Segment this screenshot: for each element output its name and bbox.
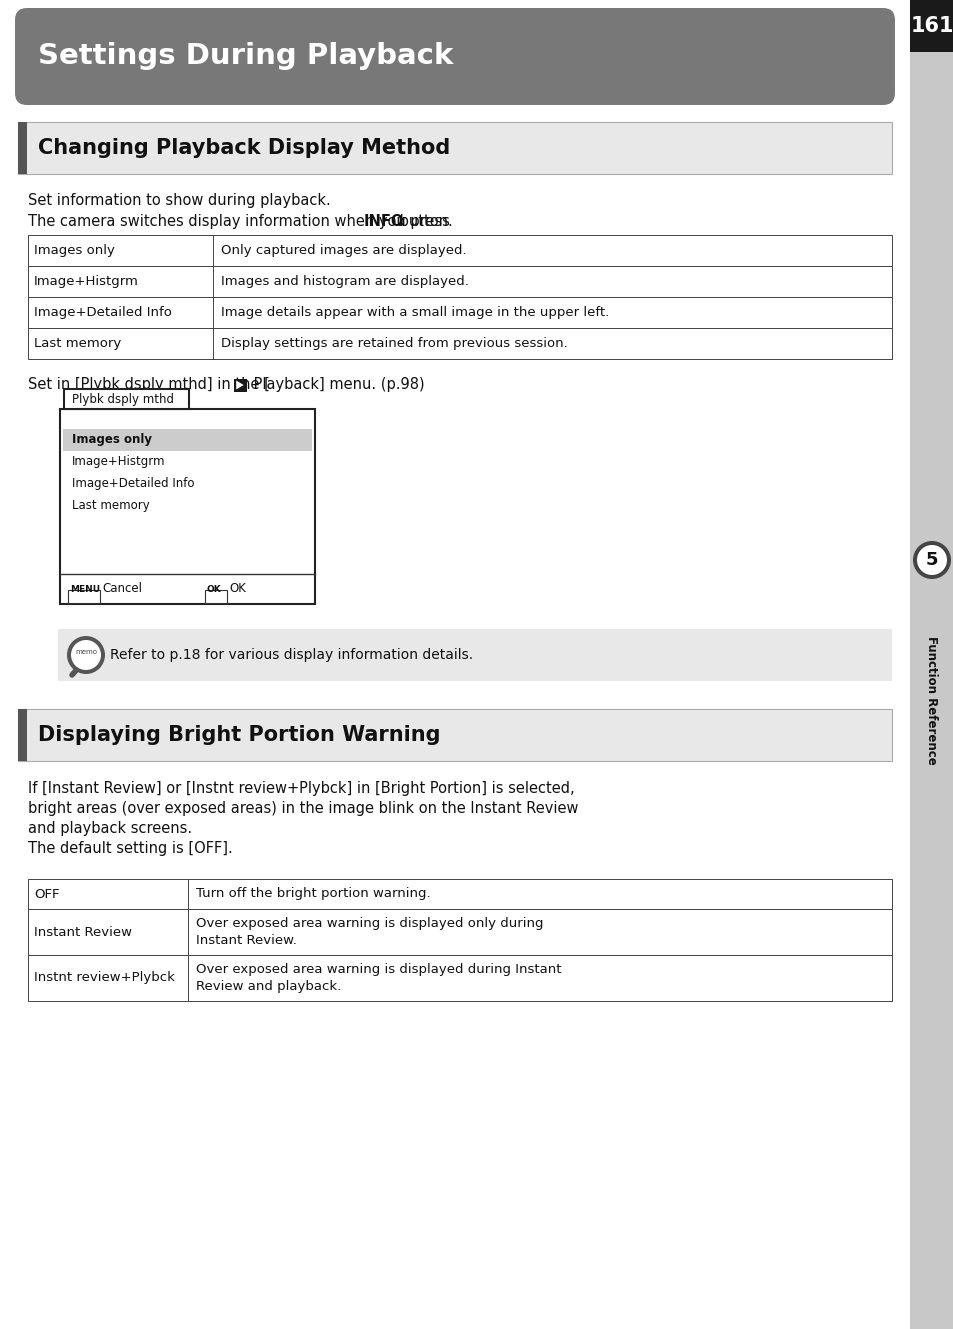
Text: INFO: INFO [363,214,403,229]
Text: Function Reference: Function Reference [924,635,938,764]
Text: Image+Detailed Info: Image+Detailed Info [34,306,172,319]
Text: Over exposed area warning is displayed only during: Over exposed area warning is displayed o… [195,917,543,930]
Text: Plybk dsply mthd: Plybk dsply mthd [71,392,173,405]
Circle shape [67,637,105,674]
Text: Cancel: Cancel [102,582,142,595]
Text: The camera switches display information when you press: The camera switches display information … [28,214,454,229]
Text: Settings During Playback: Settings During Playback [38,43,453,70]
Text: Last memory: Last memory [34,338,121,350]
Bar [18,122,27,174]
Bar [205,590,227,603]
Text: Displaying Bright Portion Warning: Displaying Bright Portion Warning [38,726,440,746]
Bar [64,389,189,409]
Text: Display settings are retained from previous session.: Display settings are retained from previ… [221,338,567,350]
Circle shape [916,545,946,575]
Text: Images only: Images only [34,245,114,256]
Bar [18,122,891,174]
Bar [233,379,247,392]
Bar [909,0,953,1329]
Text: memo: memo [75,649,97,655]
Text: and playback screens.: and playback screens. [28,821,192,836]
Text: button.: button. [395,214,452,229]
Bar [28,328,891,359]
Bar [28,956,891,1001]
Text: Image+Detailed Info: Image+Detailed Info [71,477,194,490]
Text: Set in [Plybk dsply mthd] in the [: Set in [Plybk dsply mthd] in the [ [28,377,270,392]
Text: Instnt review+Plybck: Instnt review+Plybck [34,971,174,985]
Bar [60,409,314,603]
Bar [63,429,312,451]
Text: bright areas (over exposed areas) in the image blink on the Instant Review: bright areas (over exposed areas) in the… [28,801,578,816]
Text: Only captured images are displayed.: Only captured images are displayed. [221,245,466,256]
Text: OFF: OFF [34,888,59,901]
Text: OK: OK [207,585,221,594]
Bar [28,266,891,296]
Bar [18,708,27,762]
Bar [28,296,891,328]
Bar [28,878,891,909]
Text: Image+Histgrm: Image+Histgrm [71,456,165,469]
Text: Instant Review.: Instant Review. [195,934,296,948]
Bar [18,708,891,762]
Circle shape [912,541,950,579]
Text: The default setting is [OFF].: The default setting is [OFF]. [28,841,233,856]
Bar [58,629,891,680]
Text: OK: OK [229,582,246,595]
Text: Image+Histgrm: Image+Histgrm [34,275,139,288]
Bar [28,235,891,266]
Text: Image details appear with a small image in the upper left.: Image details appear with a small image … [221,306,609,319]
Text: Images only: Images only [71,433,152,447]
FancyBboxPatch shape [15,8,894,105]
Bar [68,590,100,603]
Polygon shape [236,380,243,389]
Text: Over exposed area warning is displayed during Instant: Over exposed area warning is displayed d… [195,964,561,975]
Text: Last memory: Last memory [71,500,150,513]
Text: Set information to show during playback.: Set information to show during playback. [28,193,331,209]
Text: MENU: MENU [70,585,100,594]
Text: Turn off the bright portion warning.: Turn off the bright portion warning. [195,888,430,901]
Text: Refer to p.18 for various display information details.: Refer to p.18 for various display inform… [110,649,473,662]
Text: 5: 5 [924,552,937,569]
Text: If [Instant Review] or [Instnt review+Plybck] in [Bright Portion] is selected,: If [Instant Review] or [Instnt review+Pl… [28,781,574,796]
Text: Instant Review: Instant Review [34,925,132,938]
Text: Playback] menu. (p.98): Playback] menu. (p.98) [249,377,424,392]
Bar [909,0,953,52]
Text: Review and playback.: Review and playback. [195,979,341,993]
Text: 161: 161 [909,16,953,36]
Text: Images and histogram are displayed.: Images and histogram are displayed. [221,275,468,288]
Circle shape [71,641,101,670]
Bar [28,909,891,956]
Text: Changing Playback Display Method: Changing Playback Display Method [38,138,450,158]
